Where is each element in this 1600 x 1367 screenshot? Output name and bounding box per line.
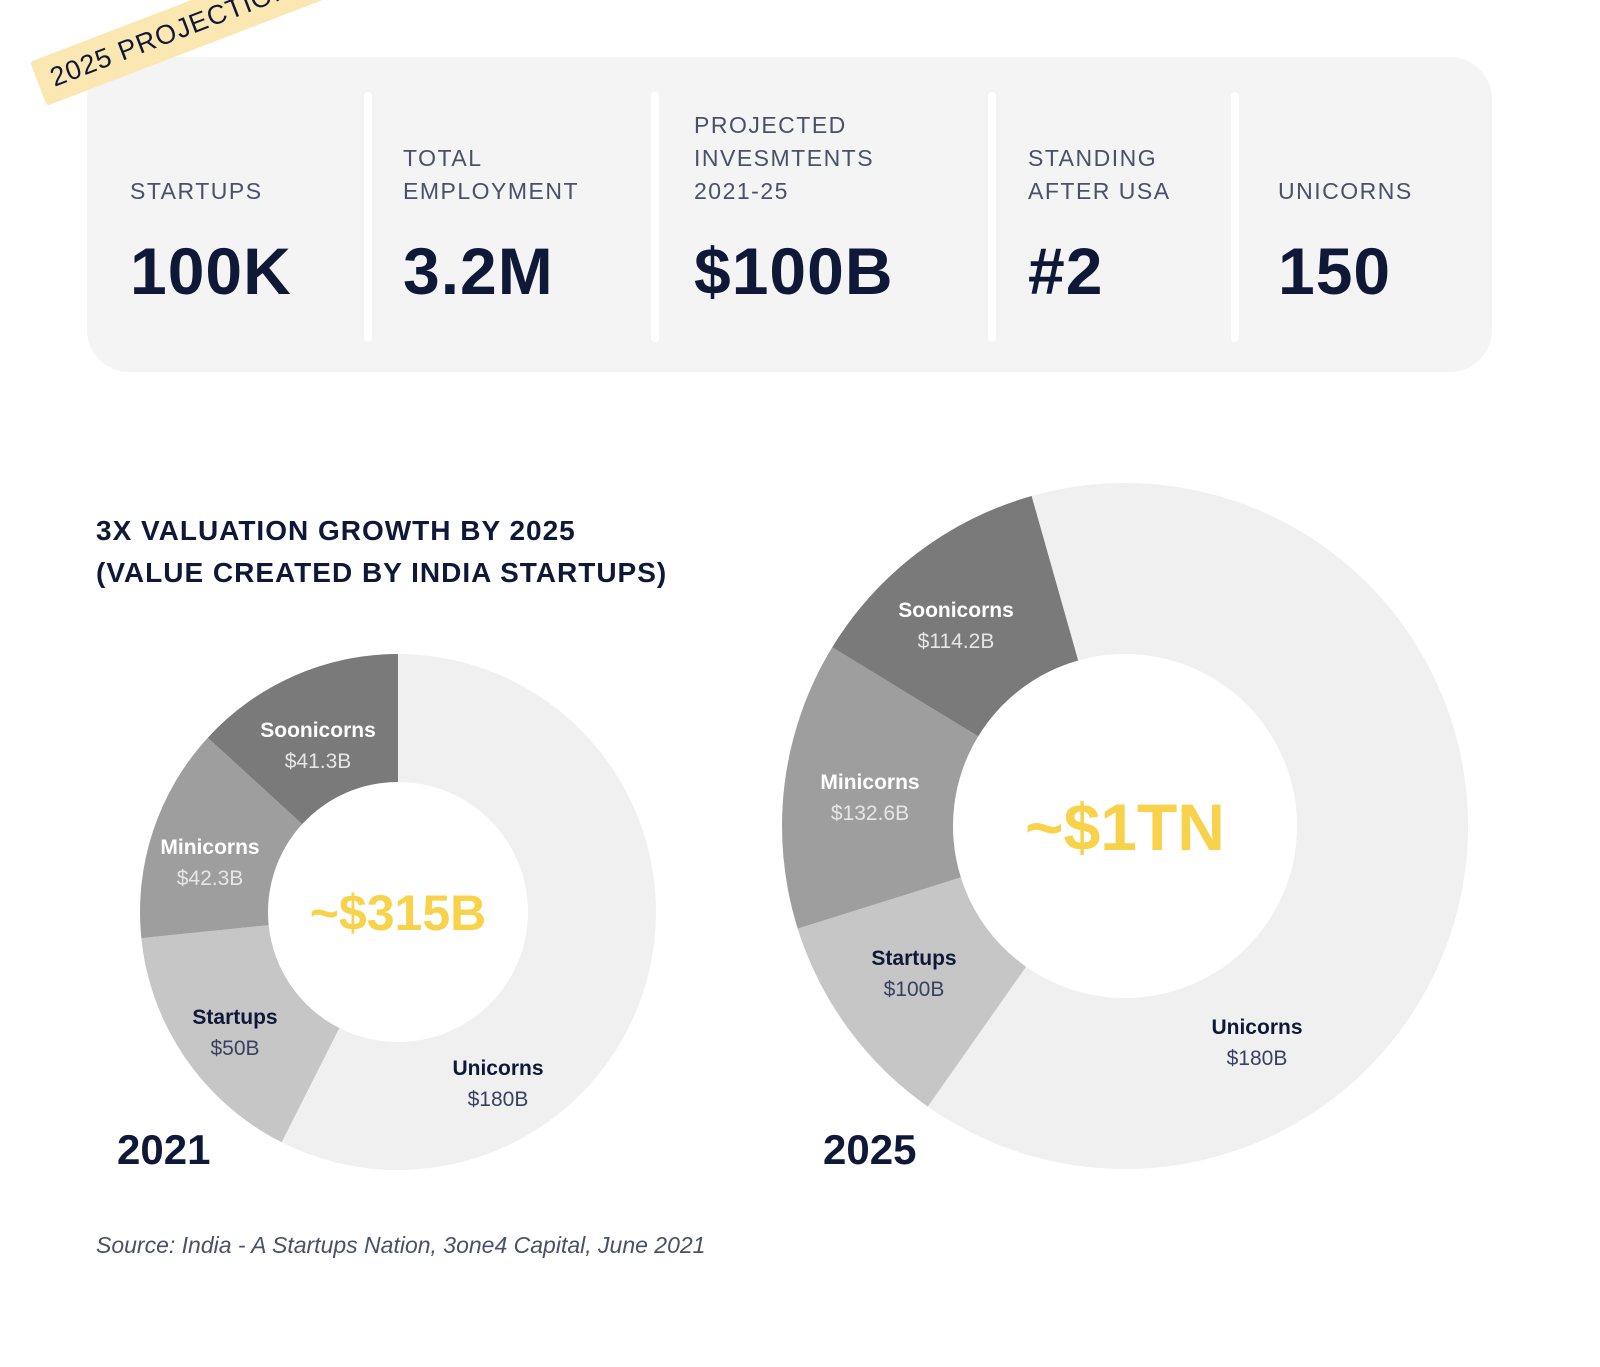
- slice-soonicorns: [207, 654, 398, 825]
- donut-2025: Unicorns $180B Startups $100B Minicorns $132.…: [782, 483, 1469, 1170]
- stat-label-line: EMPLOYMENT: [403, 178, 580, 204]
- stat-label-line: TOTAL: [403, 145, 483, 171]
- slice-label-startups: Startups: [192, 1006, 277, 1029]
- stat-label-line: AFTER USA: [1028, 178, 1171, 204]
- slice-unicorns: [281, 654, 657, 1170]
- stat-label-line: UNICORNS: [1278, 178, 1413, 204]
- divider: [1231, 92, 1239, 342]
- slice-value-unicorns: $180B: [1227, 1047, 1288, 1070]
- section-title: 3X VALUATION GROWTH BY 2025 (VALUE CREAT…: [96, 510, 667, 594]
- stat-label: STARTUPS: [130, 175, 263, 208]
- slice-value-minicorns: $42.3B: [177, 867, 244, 890]
- slice-startups: [141, 925, 340, 1143]
- slice-value-startups: $100B: [884, 978, 945, 1001]
- divider: [988, 92, 996, 342]
- stat-value: #2: [1028, 234, 1104, 308]
- center-total-label: ~$1TN: [1025, 790, 1225, 864]
- slice-unicorns: [927, 483, 1469, 1170]
- slice-value-minicorns: $132.6B: [831, 802, 909, 825]
- stat-label-line: INVESMTENTS: [694, 145, 875, 171]
- stat-label: TOTAL EMPLOYMENT: [403, 142, 579, 208]
- slice-value-soonicorns: $41.3B: [285, 750, 352, 773]
- slice-startups: [797, 877, 1027, 1107]
- stat-label-line: PROJECTED: [694, 112, 847, 138]
- slice-label-unicorns: Unicorns: [1211, 1016, 1302, 1039]
- slice-minicorns: [782, 647, 979, 929]
- stat-value: $100B: [694, 234, 894, 308]
- stat-label-line: 2021-25: [694, 178, 789, 204]
- center-total-label: ~$315B: [310, 885, 487, 941]
- slice-label-soonicorns: Soonicorns: [898, 599, 1014, 622]
- subtitle-line: (VALUE CREATED BY INDIA STARTUPS): [96, 557, 668, 588]
- slice-value-unicorns: $180B: [468, 1088, 529, 1111]
- slice-label-minicorns: Minicorns: [820, 771, 919, 794]
- source-note: Source: India - A Startups Nation, 3one4…: [96, 1232, 706, 1258]
- slice-value-startups: $50B: [210, 1037, 259, 1060]
- stat-label-line: STARTUPS: [130, 178, 263, 204]
- slice-label-soonicorns: Soonicorns: [260, 719, 376, 742]
- stat-value: 3.2M: [403, 234, 554, 308]
- slice-soonicorns: [832, 495, 1079, 737]
- stats-card: [87, 57, 1492, 372]
- slice-label-minicorns: Minicorns: [160, 836, 259, 859]
- slice-value-soonicorns: $114.2B: [918, 630, 995, 653]
- slice-minicorns: [140, 737, 303, 939]
- title-line: 3X VALUATION GROWTH BY 2025: [96, 515, 576, 546]
- year-label-2021: 2021: [117, 1126, 211, 1173]
- year-label-2025: 2025: [823, 1126, 917, 1173]
- stat-label: PROJECTED INVESMTENTS 2021-25: [694, 109, 874, 208]
- stat-value: 100K: [130, 234, 292, 308]
- stat-label: STANDING AFTER USA: [1028, 142, 1171, 208]
- donut-2021: Unicorns $180B Startups $50B Minicorns $42.3B…: [140, 654, 657, 1170]
- divider: [364, 92, 372, 342]
- stat-value: 150: [1278, 234, 1392, 308]
- slice-label-startups: Startups: [871, 947, 956, 970]
- stat-label: UNICORNS: [1278, 175, 1413, 208]
- stat-label-line: STANDING: [1028, 145, 1158, 171]
- slice-label-unicorns: Unicorns: [452, 1057, 543, 1080]
- divider: [651, 92, 659, 342]
